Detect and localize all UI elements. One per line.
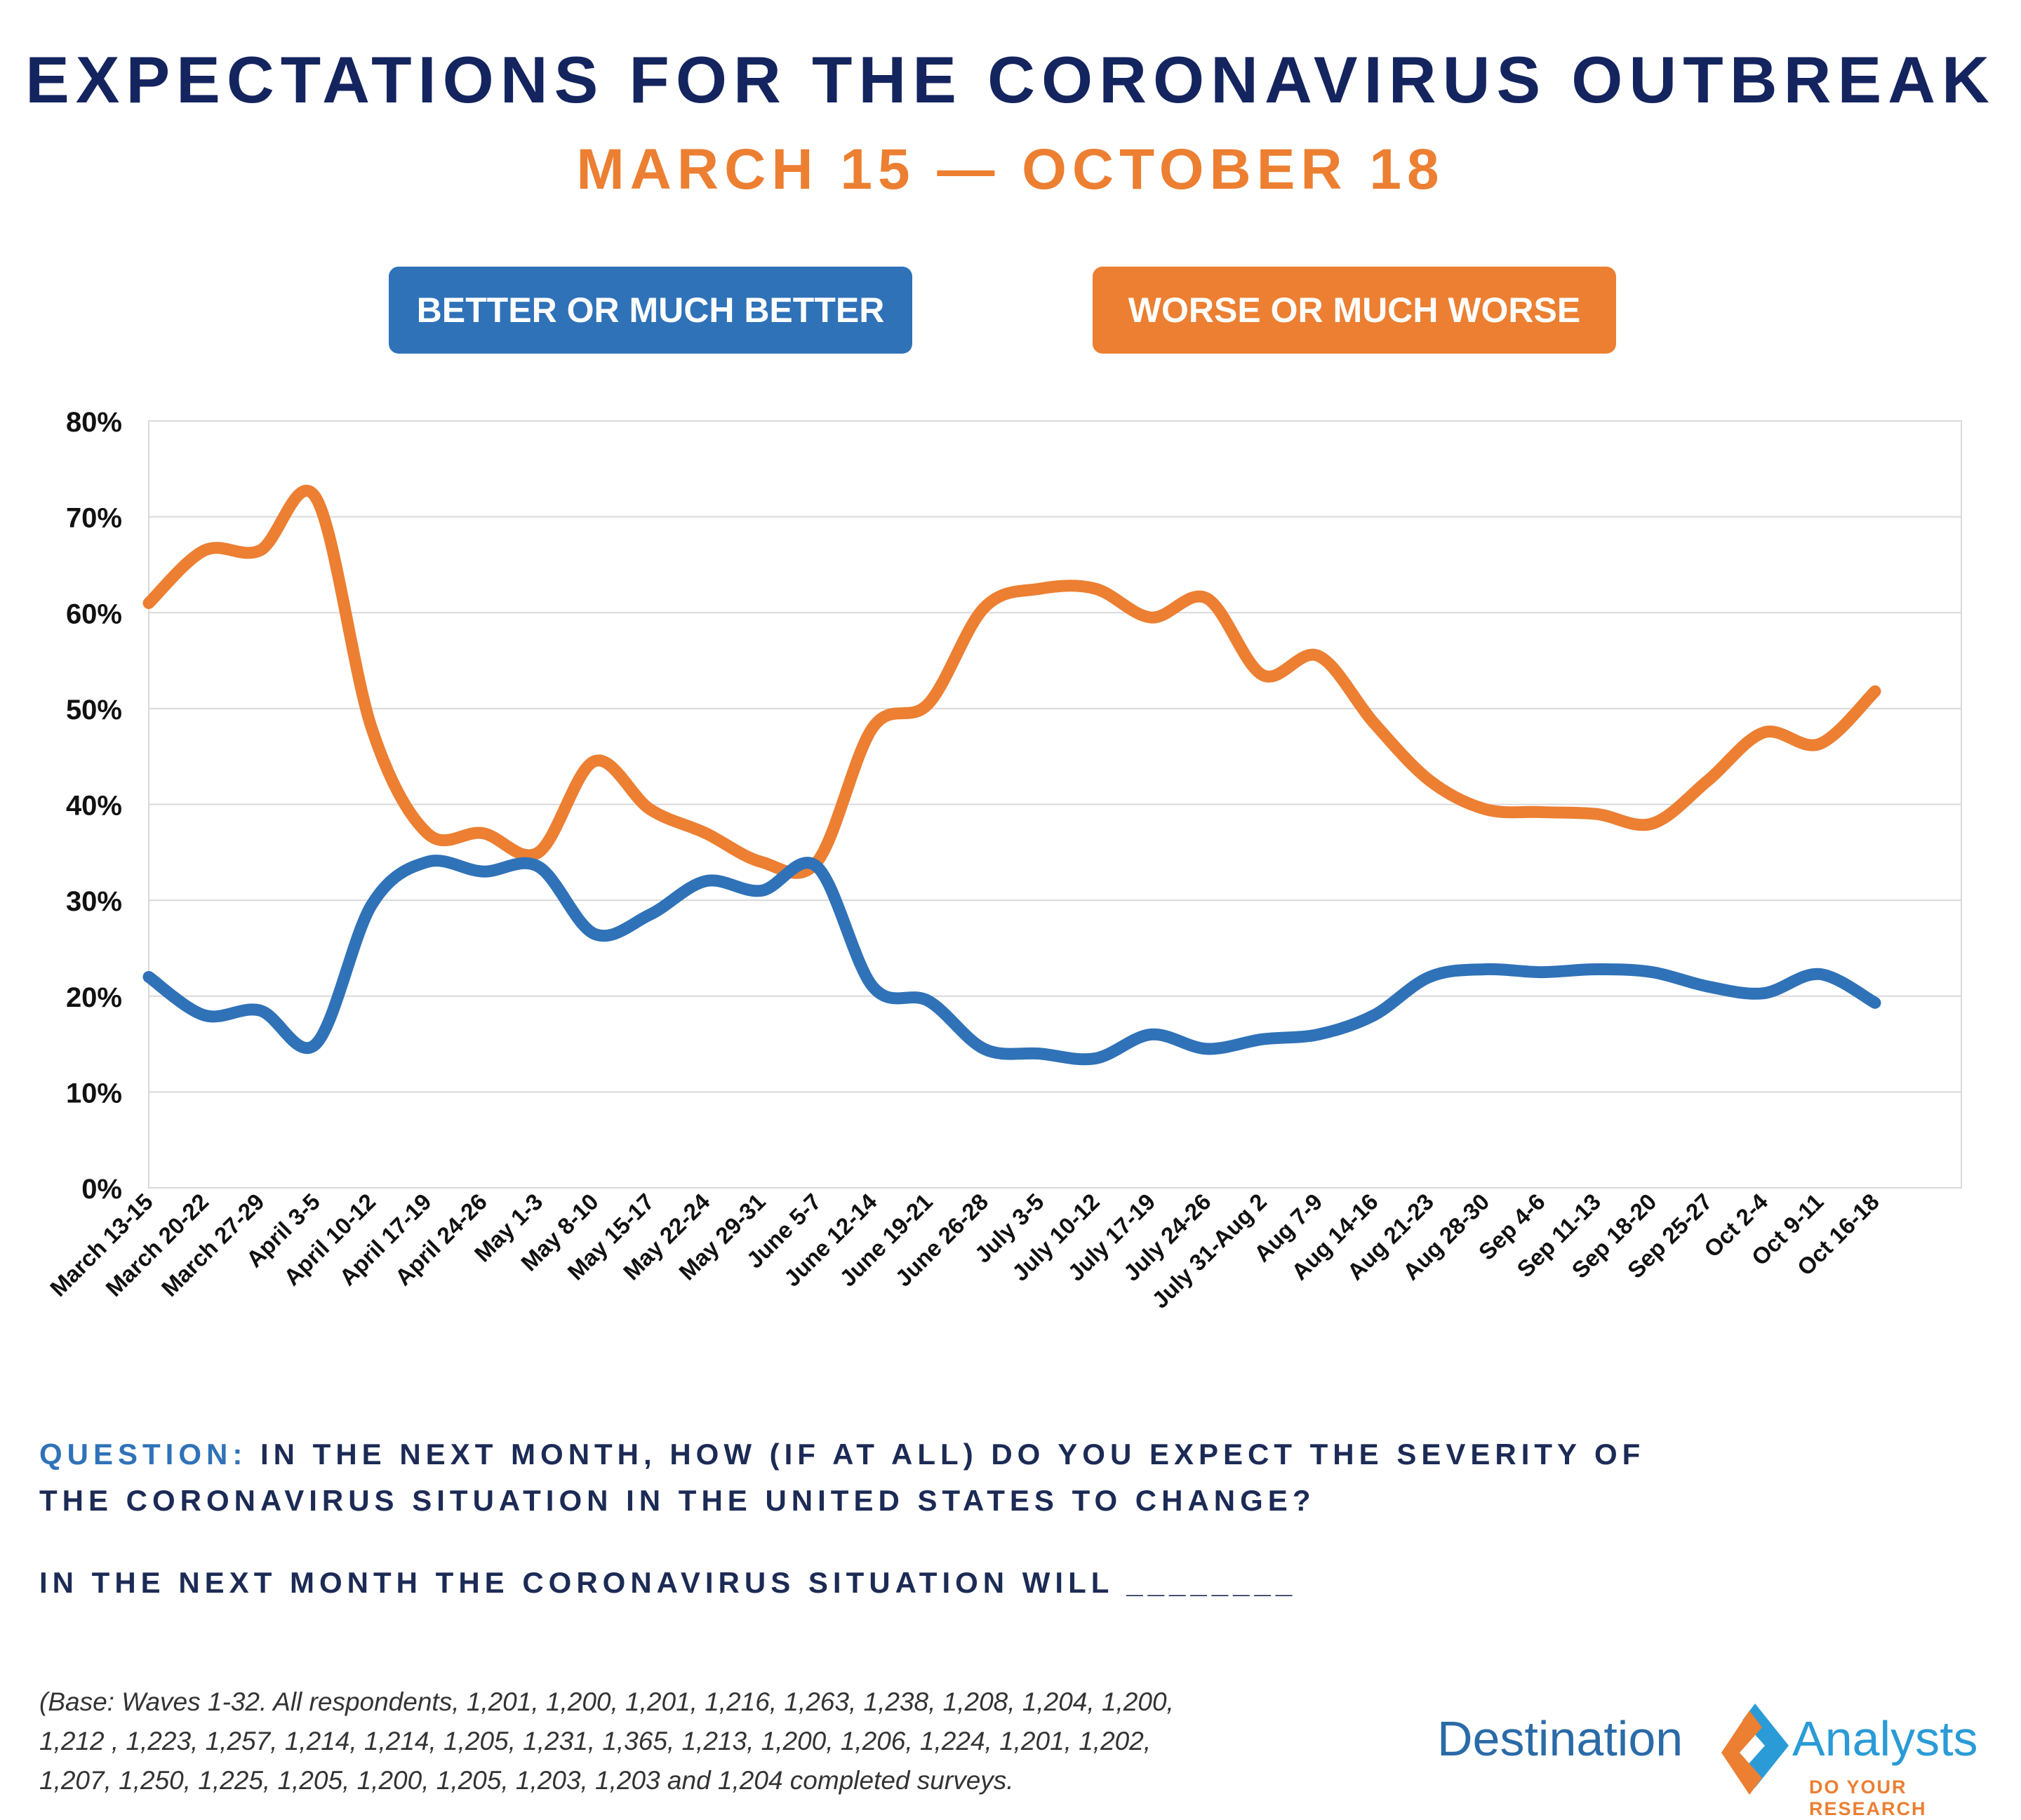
logo-tagline: DO YOUR RESEARCH (1809, 1776, 1927, 1819)
base-note-line-3: 1,207, 1,250, 1,225, 1,205, 1,200, 1,205… (39, 1766, 1014, 1795)
y-tick-label: 0% (81, 1174, 122, 1205)
question-line-2: THE CORONAVIRUS SITUATION IN THE UNITED … (39, 1484, 1316, 1517)
y-tick-label: 80% (66, 407, 122, 438)
logo-word-destination: Destination (1437, 1711, 1683, 1766)
y-tick-label: 40% (66, 791, 122, 822)
series-line-better (142, 855, 1881, 1066)
y-tick-label: 10% (66, 1078, 122, 1109)
chart-title: EXPECTATIONS FOR THE CORONAVIRUS OUTBREA… (25, 43, 1996, 116)
y-tick-label: 50% (66, 695, 122, 725)
base-note-line-2: 1,212 , 1,223, 1,257, 1,214, 1,214, 1,20… (39, 1727, 1152, 1755)
question-label: QUESTION: (39, 1438, 248, 1471)
series-line-worse (142, 485, 1881, 879)
legend-worse: WORSE OR MUCH WORSE (1093, 267, 1616, 354)
question-line-1: IN THE NEXT MONTH, HOW (IF AT ALL) DO YO… (247, 1438, 1646, 1471)
y-tick-label: 20% (66, 982, 122, 1013)
base-note: (Base: Waves 1-32. All respondents, 1,20… (39, 1682, 1373, 1800)
y-tick-label: 70% (66, 503, 122, 534)
line-chart: 0%10%20%30%40%50%60%70%80%March 13-15Mar… (45, 407, 1962, 1313)
logo-word-analysts: Analysts (1792, 1711, 1978, 1766)
legend-better: BETTER OR MUCH BETTER (389, 267, 912, 354)
question-prompt: IN THE NEXT MONTH THE CORONAVIRUS SITUAT… (39, 1566, 1298, 1599)
y-tick-label: 30% (66, 886, 122, 917)
base-note-line-1: (Base: Waves 1-32. All respondents, 1,20… (39, 1687, 1174, 1716)
diamond-logo-icon (1721, 1704, 1789, 1795)
question-text: QUESTION: IN THE NEXT MONTH, HOW (IF AT … (39, 1431, 1645, 1524)
y-tick-label: 60% (66, 598, 122, 629)
company-logo: Destination Analysts DO YOUR RESEARCH (1437, 1698, 1999, 1819)
chart-subtitle: MARCH 15 — OCTOBER 18 (576, 138, 1445, 201)
